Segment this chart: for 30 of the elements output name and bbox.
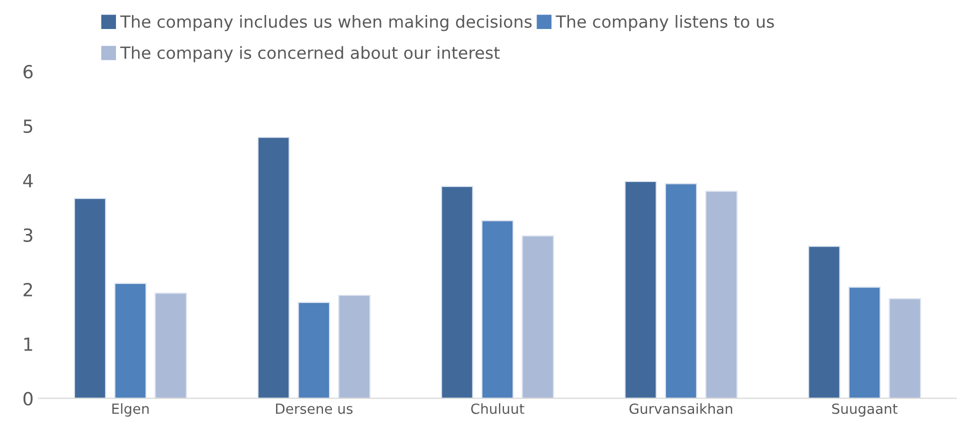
y-tick-label: 4 (23, 174, 33, 188)
bar (154, 292, 187, 398)
y-tick-label: 0 (23, 392, 33, 406)
y-tick-label: 1 (24, 338, 32, 351)
x-tick-label: Gurvansaikhan (630, 403, 732, 414)
bar (74, 198, 106, 398)
bar (298, 302, 330, 398)
bar (664, 183, 698, 398)
bar (522, 235, 554, 398)
bar (624, 180, 657, 398)
bar (440, 186, 474, 398)
bar (481, 220, 514, 398)
y-tick-label: 3 (24, 228, 32, 242)
x-tick-label: Suugaant (832, 403, 898, 417)
legend-label: The company includes us when making decisions (120, 15, 532, 32)
y-tick-label: 6 (24, 64, 33, 79)
legend-label: The company listens to us (556, 15, 774, 32)
x-tick-label: Dersene us (276, 404, 353, 414)
y-tick-label: 5 (24, 120, 32, 134)
bar (338, 294, 370, 398)
bar (888, 298, 922, 398)
y-tick-label: 2 (24, 282, 32, 296)
bar (808, 246, 840, 398)
x-tick-label: Elgen (112, 403, 149, 417)
bar (114, 282, 147, 398)
bar (257, 136, 290, 398)
legend-label: The company is concerned about our interest (120, 46, 500, 62)
bar (848, 286, 881, 398)
bar (705, 190, 738, 398)
x-tick-label: Chuluut (471, 403, 524, 414)
